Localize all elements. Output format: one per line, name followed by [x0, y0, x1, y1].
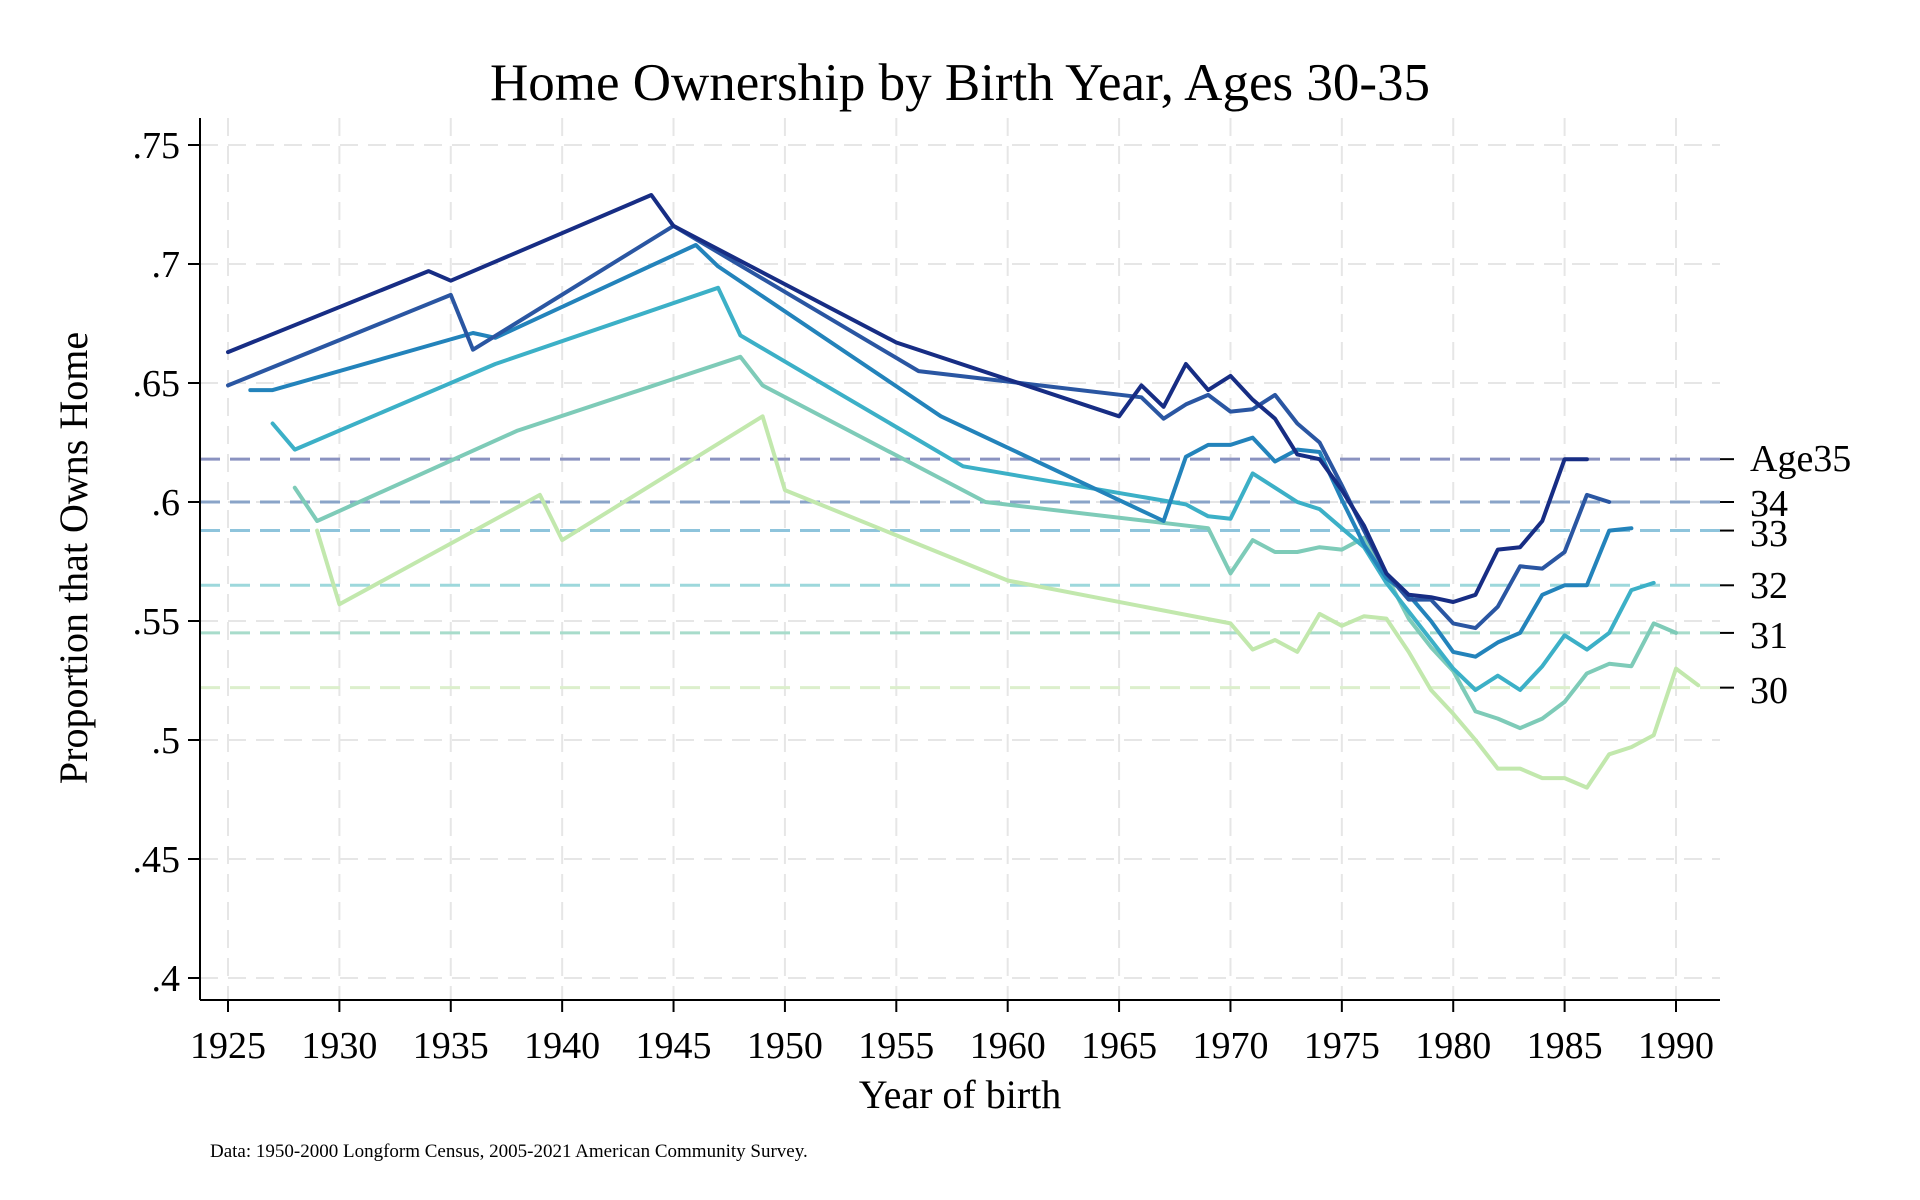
series-line — [270, 285, 1656, 692]
chart-title: Home Ownership by Birth Year, Ages 30-35 — [490, 54, 1430, 112]
series-lines — [226, 193, 1701, 790]
series-line — [315, 414, 1701, 790]
series-line — [292, 354, 1678, 731]
x-tick-label: 1960 — [970, 1025, 1046, 1067]
x-tick-label: 1955 — [858, 1025, 934, 1067]
y-tick-label: .45 — [133, 839, 181, 881]
y-axis-title: Proportion that Owns Home — [51, 332, 96, 784]
x-tick-label: 1975 — [1304, 1025, 1380, 1067]
x-tick-label: 1985 — [1527, 1025, 1603, 1067]
y-tick-label: .6 — [152, 482, 181, 524]
x-tick-label: 1950 — [747, 1025, 823, 1067]
y-tick-label: .4 — [152, 958, 181, 1000]
series-line — [248, 243, 1634, 659]
y-tick-label: .55 — [133, 601, 181, 643]
reference-lines — [200, 457, 1720, 690]
x-tick-label: 1965 — [1081, 1025, 1157, 1067]
x-tick-label: 1930 — [301, 1025, 377, 1067]
y-tick-label: .75 — [133, 125, 181, 167]
reference-line-label: 30 — [1750, 670, 1788, 712]
x-axis-title: Year of birth — [859, 1072, 1062, 1117]
x-tick-label: 1935 — [413, 1025, 489, 1067]
y-tick-label: .5 — [152, 720, 181, 762]
x-tick-label: 1925 — [190, 1025, 266, 1067]
reference-line-label: 32 — [1750, 565, 1788, 607]
reference-line-label: 33 — [1750, 513, 1788, 555]
x-ticks: 1925 1930 1935 1940 1945 1950 1955 1960 1965 1970… — [190, 1000, 1714, 1067]
reference-line-label: 31 — [1750, 615, 1788, 657]
series-line — [226, 223, 1612, 631]
y-ticks: .4 .45 .5 .55 .6 .65 .7 .75 — [133, 125, 200, 1000]
x-tick-label: 1990 — [1638, 1025, 1714, 1067]
data-source-note: Data: 1950-2000 Longform Census, 2005-20… — [210, 1141, 808, 1162]
reference-line-label: 34 — [1750, 483, 1788, 525]
series-line — [226, 193, 1589, 604]
y-tick-label: .65 — [133, 363, 181, 405]
y-tick-label: .7 — [152, 244, 181, 286]
x-tick-label: 1970 — [1192, 1025, 1268, 1067]
x-tick-label: 1980 — [1415, 1025, 1491, 1067]
x-tick-label: 1945 — [636, 1025, 712, 1067]
reference-line-label: Age35 — [1750, 438, 1851, 480]
x-tick-label: 1940 — [524, 1025, 600, 1067]
